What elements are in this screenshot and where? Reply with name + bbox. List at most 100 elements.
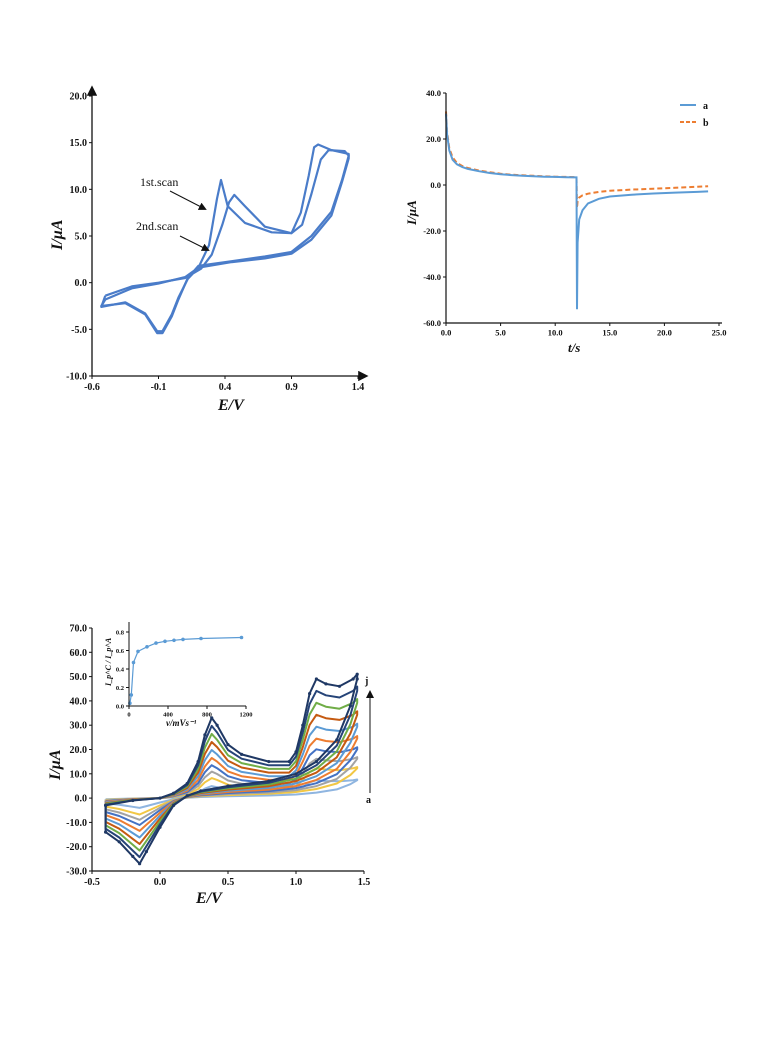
ca-legend-label-b: b	[703, 118, 709, 129]
sr-series-j-point	[355, 677, 359, 681]
sr-series-j-point	[138, 862, 142, 866]
inset-data-point	[136, 649, 140, 654]
inset-y-tick-label: 0.4	[116, 666, 125, 673]
cv-x-tick-label: 0.9	[285, 382, 298, 393]
ca-y-tick-label: 20.0	[426, 134, 441, 144]
sr-x-axis-label: E/V	[195, 890, 223, 907]
sr-y-tick-label: -10.0	[66, 818, 87, 829]
sr-series-j-point	[335, 738, 339, 742]
sr-series-j-point	[267, 760, 271, 764]
sr-x-tick-label: 1.5	[358, 877, 371, 888]
sr-series-d-line	[104, 746, 359, 826]
sr-series-j-point	[199, 789, 203, 793]
sr-y-tick-label: -20.0	[66, 842, 87, 853]
inset-x-axis-label: v/mVs⁻¹	[166, 718, 197, 728]
sr-series-j-point	[314, 760, 318, 764]
inset-y-tick-label: 0.0	[116, 703, 124, 710]
sr-series-j-point	[131, 854, 135, 859]
cv-x-tick-label: 0.4	[219, 382, 232, 393]
inset-data-point	[199, 636, 203, 641]
inset-x-tick-label: 1200	[240, 712, 253, 719]
sr-series-j-point	[314, 677, 318, 681]
ca-y-tick-label: -60.0	[423, 318, 441, 328]
ca-y-tick-label: -20.0	[423, 226, 441, 236]
sr-y-ticks: 70.0 60.0 50.0 40.0 30.0 20.0 10.0 0.0 -10.0 -20.…	[66, 624, 92, 878]
ca-x-tick-label: 0.0	[441, 328, 452, 338]
sr-series-a-line	[104, 778, 359, 809]
ca-x-tick-label: 20.0	[657, 328, 672, 338]
inset-data-point	[145, 645, 149, 649]
cv-y-axis-label: I/µA	[49, 219, 66, 251]
inset-data-point	[172, 638, 176, 643]
sr-series-j-point	[287, 760, 291, 764]
inset-y-tick-label: 0.8	[116, 629, 125, 636]
sr-y-tick-label: 0.0	[75, 794, 88, 805]
sr-x-tick-label: 0.5	[222, 877, 235, 888]
cv-series-2-line	[100, 149, 350, 333]
inset-x-tick-label: 400	[163, 712, 173, 719]
ca-y-axis-label: I/µA	[404, 200, 419, 226]
inset-data-point	[131, 660, 136, 665]
sr-series-j-point	[294, 750, 298, 754]
cv-arrow-2nd-scan	[179, 235, 210, 251]
ca-x-tick-label: 15.0	[602, 328, 617, 338]
sr-series-j-point	[104, 830, 108, 834]
sr-series-j-point	[226, 743, 230, 747]
sr-series-j-point	[185, 794, 189, 798]
sr-y-tick-label: 10.0	[70, 769, 88, 780]
inset-plot-area	[128, 635, 244, 705]
cv-y-tick-label: -5.0	[71, 325, 87, 336]
cv-annotation-1st-scan: 1st.scan	[140, 175, 178, 189]
sr-series-j-point	[185, 781, 189, 786]
cv-x-axis-label: E/V	[217, 397, 245, 414]
inset-data-point	[154, 641, 158, 645]
sr-series-j-point	[104, 803, 108, 808]
sr-annotation-a: a	[366, 795, 371, 806]
sr-series-j-point	[196, 760, 200, 764]
sr-x-tick-label: -0.5	[84, 877, 100, 888]
sr-y-tick-label: 40.0	[70, 696, 88, 707]
inset-x-tick-label: 800	[202, 712, 212, 719]
sr-y-tick-label: 70.0	[70, 624, 88, 635]
inset-y-ticks: 0.8 0.6 0.4 0.2 0.0	[116, 629, 129, 710]
cv-y-ticks: 20.0 15.0 10.0 5.0 0.0 -5.0 -10.0	[66, 92, 92, 383]
cv-x-tick-label: -0.6	[84, 382, 100, 393]
ca-legend-label-a: a	[703, 101, 708, 112]
sr-y-tick-label: 30.0	[70, 721, 88, 732]
sr-series-h-line	[104, 698, 359, 852]
cv-y-tick-label: 15.0	[70, 138, 88, 149]
sr-series-j-line	[104, 673, 359, 865]
sr-series-c-line	[104, 756, 359, 821]
sr-x-tick-label: 1.0	[290, 877, 303, 888]
cv-annotation-2nd-scan: 2nd.scan	[136, 219, 178, 233]
sr-series-j-point	[267, 779, 271, 783]
inset-data-point	[181, 637, 185, 642]
ca-x-tick-label: 25.0	[712, 328, 727, 338]
sr-y-axis-label: I/µA	[47, 749, 64, 781]
sr-x-ticks: -0.5 0.0 0.5 1.0 1.5	[84, 871, 370, 888]
inset-x-tick-label: 0	[127, 712, 130, 719]
ca-y-tick-label: -40.0	[423, 272, 441, 282]
sr-series-f-line	[104, 722, 359, 839]
sr-series-j-point	[324, 682, 328, 686]
sr-series-j-point	[308, 692, 312, 696]
cv-plot-area	[100, 143, 350, 335]
sr-y-tick-label: 20.0	[70, 745, 88, 756]
inset-x-ticks: 0 400 800 1200	[127, 706, 253, 719]
cv-arrow-1st-scan	[169, 190, 207, 210]
cv-x-tick-label: 1.4	[352, 382, 365, 393]
inset-data-point	[129, 693, 134, 697]
sr-series-b-line	[104, 766, 359, 816]
inset-y-axis-label: I_p^C / I_p^A	[104, 637, 113, 687]
cv-x-tick-label: -0.1	[151, 382, 167, 393]
sr-series-j-point	[348, 704, 352, 708]
inset: 0.8 0.6 0.4 0.2 0.0 0 400 800 1200 v/mVs⁻¹ I_p^…	[104, 622, 253, 728]
sr-series-j-point	[117, 840, 121, 844]
sr-series-j-point	[294, 772, 298, 776]
ca-y-tick-label: 40.0	[426, 88, 441, 98]
sr-series-j-point	[226, 784, 230, 788]
sr-series-j-point	[240, 752, 244, 757]
ca-x-axis-label: t/s	[568, 340, 580, 355]
sr-series-j-point	[355, 672, 359, 676]
